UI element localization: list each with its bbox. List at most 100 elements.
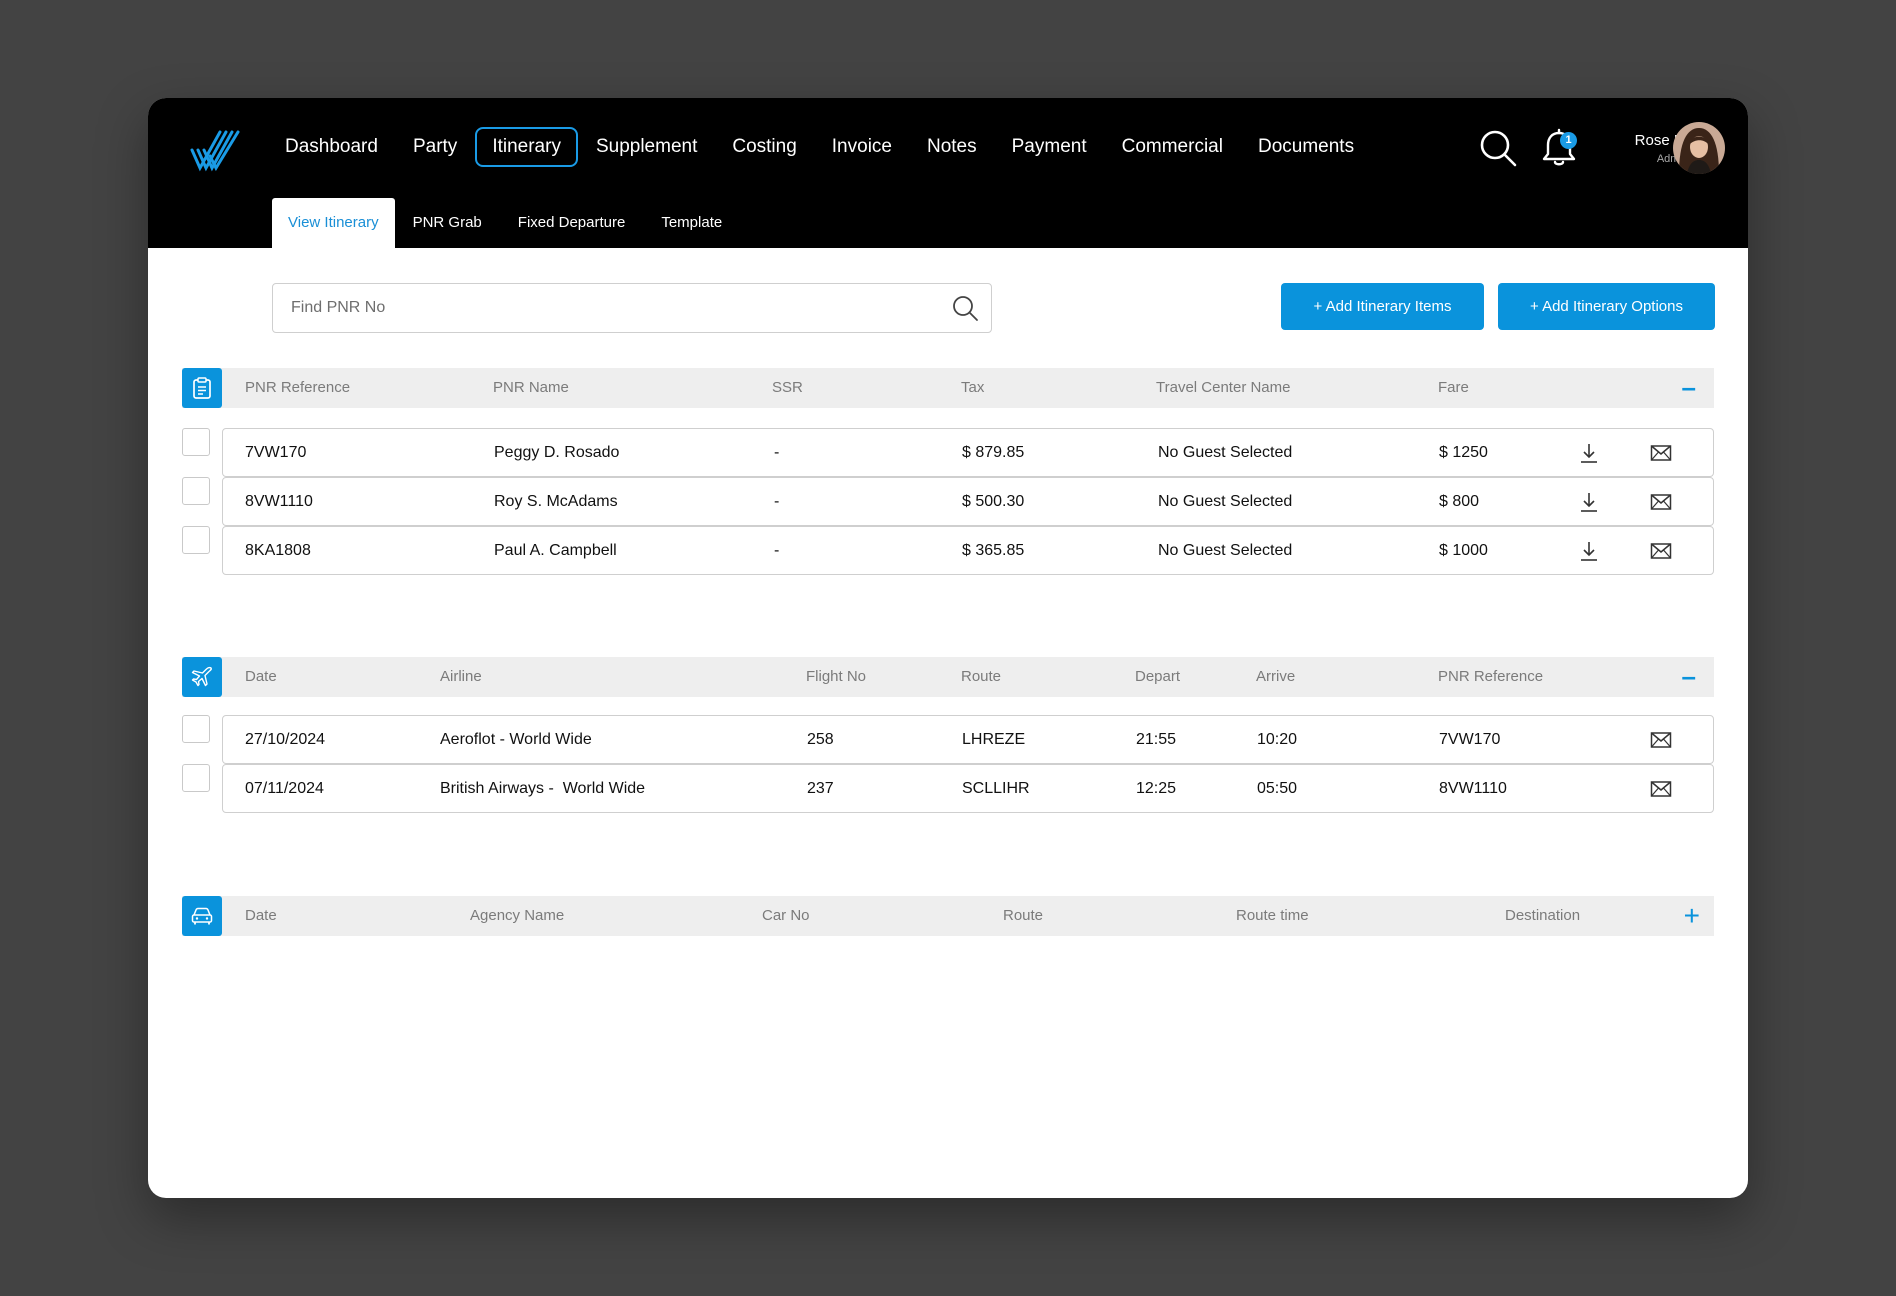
header-route-time: Route time (1236, 907, 1309, 924)
cell-pnr-name: Peggy D. Rosado (494, 444, 620, 461)
cell-date: 27/10/2024 (245, 731, 326, 748)
cell-date: 07/11/2024 (245, 780, 324, 797)
main-nav: Dashboard Party Itinerary Supplement Cos… (268, 126, 1372, 168)
cell-tax: $ 500.30 (962, 493, 1025, 510)
table-row: 8VW1110 Roy S. McAdams - $ 500.30 No Gue… (182, 477, 1714, 526)
cell-tax: $ 365.85 (962, 542, 1025, 559)
cell-pnr-name: Roy S. McAdams (494, 493, 618, 510)
row-checkbox[interactable] (182, 477, 210, 505)
header-tax: Tax (961, 379, 985, 396)
pnr-table-header: PNR Reference PNR Name SSR Tax Travel Ce… (182, 368, 1714, 408)
pnr-section: PNR Reference PNR Name SSR Tax Travel Ce… (182, 368, 1714, 578)
nav-invoice[interactable]: Invoice (831, 136, 892, 157)
cell-route: SCLLIHR (962, 780, 1030, 797)
expand-cars-button[interactable]: + (1683, 900, 1700, 931)
car-section: Date Agency Name Car No Route Route time… (182, 896, 1714, 936)
header-date: Date (245, 907, 277, 924)
sub-nav: View Itinerary PNR Grab Fixed Departure … (272, 198, 740, 248)
search-icon[interactable] (1478, 128, 1518, 168)
search-icon[interactable] (951, 294, 979, 322)
header-route: Route (1003, 907, 1044, 924)
cell-depart: 12:25 (1136, 780, 1177, 797)
flight-row-box[interactable]: 27/10/2024 Aeroflot - World Wide 258 LHR… (222, 715, 1714, 764)
find-pnr-input[interactable] (291, 284, 931, 332)
header-depart: Depart (1135, 668, 1181, 685)
header-flight-no: Flight No (806, 668, 867, 685)
add-itinerary-options-button[interactable]: + Add Itinerary Options (1498, 283, 1715, 330)
cell-arrive: 10:20 (1257, 731, 1298, 748)
nav-supplement[interactable]: Supplement (595, 136, 698, 157)
flight-section: Date Airline Flight No Route Depart Arri… (182, 657, 1714, 817)
table-row: 07/11/2024 British Airways - World Wide … (182, 764, 1714, 813)
cell-depart: 21:55 (1136, 731, 1177, 748)
row-checkbox[interactable] (182, 764, 210, 792)
cell-travel-center-name: No Guest Selected (1158, 493, 1293, 510)
table-row: 7VW170 Peggy D. Rosado - $ 879.85 No Gue… (182, 428, 1714, 477)
header-pnr-reference: PNR Reference (1438, 668, 1544, 685)
mail-icon[interactable] (1650, 778, 1672, 800)
cell-flight-no: 258 (807, 731, 834, 748)
cell-pnr-reference: 8KA1808 (245, 542, 311, 559)
add-itinerary-items-button[interactable]: + Add Itinerary Items (1281, 283, 1484, 330)
nav-documents[interactable]: Documents (1257, 136, 1355, 157)
find-pnr-box (272, 283, 992, 333)
cell-pnr-name: Paul A. Campbell (494, 542, 617, 559)
cell-airline: British Airways - World Wide (440, 780, 646, 797)
pnr-row-box[interactable]: 7VW170 Peggy D. Rosado - $ 879.85 No Gue… (222, 428, 1714, 477)
cell-flight-no: 237 (807, 780, 834, 797)
header-fare: Fare (1438, 379, 1469, 396)
cell-travel-center-name: No Guest Selected (1158, 542, 1293, 559)
header-car-no: Car No (762, 907, 810, 924)
header-pnr-name: PNR Name (493, 379, 569, 396)
nav-payment[interactable]: Payment (1011, 136, 1087, 157)
collapse-flights-button[interactable]: – (1681, 661, 1696, 691)
header-pnr-reference: PNR Reference (245, 379, 351, 396)
cell-pnr-reference: 8VW1110 (1439, 780, 1507, 797)
mail-icon[interactable] (1650, 729, 1672, 751)
mail-icon[interactable] (1650, 540, 1672, 562)
mail-icon[interactable] (1650, 442, 1672, 464)
row-checkbox[interactable] (182, 428, 210, 456)
nav-dashboard[interactable]: Dashboard (285, 136, 378, 157)
row-checkbox[interactable] (182, 715, 210, 743)
pnr-row-box[interactable]: 8KA1808 Paul A. Campbell - $ 365.85 No G… (222, 526, 1714, 575)
avatar[interactable] (1673, 122, 1725, 174)
row-checkbox[interactable] (182, 526, 210, 554)
nav-costing[interactable]: Costing (732, 136, 797, 157)
logo-icon (190, 130, 240, 172)
cell-travel-center-name: No Guest Selected (1158, 444, 1293, 461)
clipboard-icon (182, 368, 222, 408)
tab-view-itinerary[interactable]: View Itinerary (272, 198, 395, 248)
notification-badge: 1 (1560, 132, 1577, 149)
cell-pnr-reference: 8VW1110 (245, 493, 313, 510)
cell-fare: $ 1000 (1439, 542, 1488, 559)
cell-pnr-reference: 7VW170 (245, 444, 307, 461)
header-agency-name: Agency Name (470, 907, 565, 924)
header-arrive: Arrive (1256, 668, 1296, 685)
pnr-row-box[interactable]: 8VW1110 Roy S. McAdams - $ 500.30 No Gue… (222, 477, 1714, 526)
download-icon[interactable] (1578, 442, 1600, 464)
header-destination: Destination (1505, 907, 1581, 924)
header-airline: Airline (440, 668, 482, 685)
flight-row-box[interactable]: 07/11/2024 British Airways - World Wide … (222, 764, 1714, 813)
cell-arrive: 05:50 (1257, 780, 1298, 797)
cell-pnr-reference: 7VW170 (1439, 731, 1501, 748)
mail-icon[interactable] (1650, 491, 1672, 513)
nav-party[interactable]: Party (412, 136, 458, 157)
tab-template[interactable]: Template (661, 214, 723, 231)
header-ssr: SSR (772, 379, 803, 396)
header-date: Date (245, 668, 277, 685)
header-travel-center-name: Travel Center Name (1156, 379, 1291, 396)
nav-itinerary[interactable]: Itinerary (475, 127, 578, 167)
collapse-pnr-button[interactable]: – (1681, 372, 1696, 402)
tab-fixed-departure[interactable]: Fixed Departure (517, 214, 626, 231)
cell-fare: $ 800 (1439, 493, 1480, 510)
download-icon[interactable] (1578, 491, 1600, 513)
nav-commercial[interactable]: Commercial (1121, 136, 1223, 157)
tab-pnr-grab[interactable]: PNR Grab (412, 214, 482, 231)
flight-table-header: Date Airline Flight No Route Depart Arri… (182, 657, 1714, 697)
download-icon[interactable] (1578, 540, 1600, 562)
car-icon (182, 896, 222, 936)
cell-fare: $ 1250 (1439, 444, 1488, 461)
nav-notes[interactable]: Notes (926, 136, 977, 157)
